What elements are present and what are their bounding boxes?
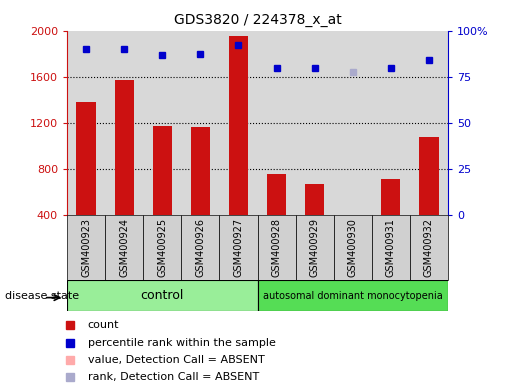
Bar — [219, 215, 258, 280]
Bar — [114, 80, 134, 215]
Bar — [258, 280, 448, 311]
Bar — [372, 215, 410, 280]
Text: autosomal dominant monocytopenia: autosomal dominant monocytopenia — [263, 291, 443, 301]
Bar — [296, 215, 334, 280]
Text: GSM400931: GSM400931 — [386, 218, 396, 277]
Text: control: control — [141, 289, 184, 302]
Bar — [105, 215, 143, 280]
Text: GSM400923: GSM400923 — [81, 218, 91, 277]
Bar — [153, 126, 172, 215]
Text: GSM400930: GSM400930 — [348, 218, 358, 277]
Title: GDS3820 / 224378_x_at: GDS3820 / 224378_x_at — [174, 13, 341, 27]
Text: GSM400925: GSM400925 — [157, 218, 167, 277]
Bar — [344, 215, 363, 221]
Bar — [305, 184, 324, 215]
Text: disease state: disease state — [5, 291, 79, 301]
Text: count: count — [88, 320, 119, 330]
Bar — [191, 127, 210, 215]
Text: GSM400927: GSM400927 — [233, 218, 244, 277]
Bar — [258, 215, 296, 280]
Bar — [67, 280, 258, 311]
Bar — [267, 174, 286, 215]
Text: GSM400928: GSM400928 — [271, 218, 282, 277]
Text: GSM400932: GSM400932 — [424, 218, 434, 277]
Bar — [419, 137, 439, 215]
Bar — [334, 215, 372, 280]
Text: GSM400929: GSM400929 — [310, 218, 320, 277]
Bar — [229, 36, 248, 215]
Text: value, Detection Call = ABSENT: value, Detection Call = ABSENT — [88, 355, 265, 365]
Bar — [67, 215, 105, 280]
Bar — [181, 215, 219, 280]
Text: percentile rank within the sample: percentile rank within the sample — [88, 338, 276, 348]
Bar — [143, 215, 181, 280]
Text: GSM400924: GSM400924 — [119, 218, 129, 277]
Text: rank, Detection Call = ABSENT: rank, Detection Call = ABSENT — [88, 372, 259, 382]
Bar — [76, 102, 96, 215]
Bar — [410, 215, 448, 280]
Bar — [382, 179, 401, 215]
Text: GSM400926: GSM400926 — [195, 218, 205, 277]
